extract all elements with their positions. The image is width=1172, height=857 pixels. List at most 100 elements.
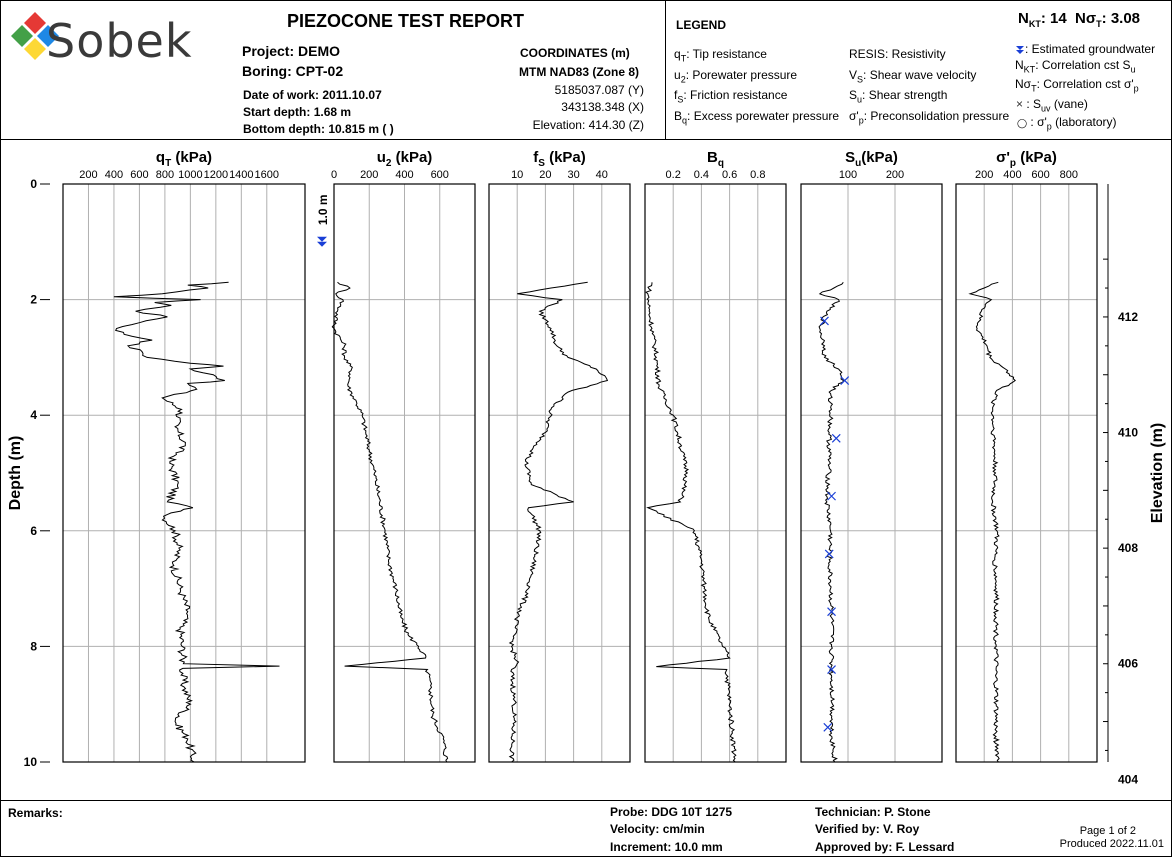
vane-marker	[827, 607, 836, 617]
page-number: Page 1 of 2	[1079, 825, 1136, 837]
profile-line-bq	[645, 282, 737, 763]
elevation-tick-label: 404	[1118, 772, 1138, 786]
vane-marker	[831, 433, 841, 443]
legend-u2-text: Porewater pressure	[692, 68, 798, 82]
panel-tick-label-qt: 800	[156, 169, 174, 181]
panel-tick-label-u2: 400	[395, 169, 413, 181]
boring-row: Boring: CPT-02	[242, 63, 343, 79]
logo-text: Sobek	[46, 14, 193, 68]
legend-fs: fS: Friction resistance	[674, 88, 788, 105]
bottom-depth-row: Bottom depth: 10.815 m ( )	[243, 122, 394, 136]
vane-marker	[827, 491, 836, 501]
groundwater-label: 1.0 m	[316, 194, 330, 225]
lab-marker-icon: ◯	[1017, 118, 1028, 128]
panel-frame-su	[800, 183, 943, 763]
panel-tick-label-u2: 0	[331, 169, 337, 181]
legend-vs-text: Shear wave velocity	[869, 68, 977, 82]
bottom-depth-label: Bottom depth:	[243, 122, 325, 136]
probe-info: Probe: DDG 10T 1275	[610, 805, 733, 819]
date-label: Date of work:	[243, 88, 320, 102]
panel-title-sp: σ'p (kPa)	[996, 149, 1057, 169]
depth-tick-label: 4	[30, 408, 37, 422]
start-depth-row: Start depth: 1.68 m	[243, 105, 351, 119]
panel-title-qt: qT (kPa)	[156, 149, 212, 169]
vane-marker	[823, 722, 833, 732]
coordinates-title: COORDINATES (m)	[520, 46, 630, 60]
panel-tick-label-qt: 1200	[204, 169, 228, 181]
legend-u2: u2: Porewater pressure	[674, 68, 798, 85]
depth-tick-label: 2	[30, 293, 37, 307]
logo-icon	[11, 12, 59, 60]
legend-sp-text: Preconsolidation pressure	[870, 109, 1010, 123]
start-depth-label: Start depth:	[243, 105, 311, 119]
panel-title-su: Su(kPa)	[845, 149, 898, 169]
coordinate-y: 5185037.087 (Y)	[554, 83, 644, 97]
legend-sp: σ'p: Preconsolidation pressure	[849, 109, 1010, 126]
coordinates-system: MTM NAD83 (Zone 8)	[519, 65, 639, 79]
legend-resis: RESIS: Resistivity	[849, 47, 946, 61]
legend-nkt: NKT: Correlation cst Su	[1015, 58, 1136, 75]
velocity-info: Velocity: cm/min	[610, 822, 705, 836]
legend-su-text: Shear strength	[868, 88, 948, 102]
header-frame	[0, 0, 1172, 140]
panel-frame-u2	[333, 183, 476, 763]
panel-tick-label-fs: 10	[511, 169, 523, 181]
profile-line-su	[818, 281, 844, 763]
legend-lab: ◯ : σ'p (laboratory)	[1017, 115, 1117, 132]
panel-title-u2: u2 (kPa)	[377, 149, 433, 169]
panel-tick-label-sp: 600	[1031, 169, 1049, 181]
panel-tick-label-fs: 20	[539, 169, 551, 181]
verified-info: Verified by: V. Roy	[815, 822, 920, 836]
vane-marker	[820, 316, 829, 326]
elevation-tick-label: 412	[1118, 310, 1138, 324]
legend-groundwater-text: : Estimated groundwater	[1025, 42, 1156, 56]
legend-qt: qT: Tip resistance	[674, 47, 767, 64]
depth-tick-label: 10	[24, 755, 38, 769]
panel-tick-label-su: 100	[839, 169, 857, 181]
elevation-tick-label: 408	[1118, 541, 1138, 555]
panel-tick-label-fs: 40	[596, 169, 608, 181]
nst-value: 3.08	[1110, 10, 1141, 27]
elevation-value: Elevation: 414.30 (Z)	[532, 118, 644, 132]
groundwater-marker	[317, 236, 327, 242]
panel-tick-label-sp: 200	[975, 169, 993, 181]
profile-line-qt	[113, 281, 280, 763]
profile-line-u2	[331, 281, 449, 763]
bottom-depth-value: 10.815 m ( )	[328, 122, 394, 136]
vane-marker	[827, 665, 836, 674]
panel-tick-label-su: 200	[886, 169, 904, 181]
panel-frame-sp	[955, 183, 1098, 763]
legend-bq: Bq: Excess porewater pressure	[674, 109, 840, 126]
increment-info: Increment: 10.0 mm	[610, 840, 723, 854]
depth-tick-label: 6	[30, 524, 37, 538]
panel-frame-qt	[62, 183, 306, 763]
elevation-tick-label: 406	[1118, 657, 1138, 671]
nkt-value: 14	[1050, 10, 1067, 27]
depth-tick-label: 0	[30, 177, 37, 191]
depth-axis-title: Depth (m)	[7, 436, 24, 511]
vane-marker	[840, 376, 850, 385]
date-value: 2011.10.07	[322, 88, 382, 102]
panel-tick-label-qt: 400	[105, 169, 123, 181]
panel-tick-label-qt: 1000	[178, 169, 202, 181]
vane-marker	[824, 549, 834, 559]
panel-tick-label-bq: 0.4	[694, 169, 709, 181]
panel-tick-label-bq: 0.2	[666, 169, 681, 181]
panel-tick-label-qt: 200	[79, 169, 97, 181]
panel-tick-label-sp: 800	[1060, 169, 1078, 181]
panel-tick-label-fs: 30	[567, 169, 579, 181]
legend-su: Su: Shear strength	[849, 88, 948, 105]
panel-tick-label-qt: 1600	[255, 169, 279, 181]
panel-title-fs: fS (kPa)	[533, 149, 586, 169]
legend-nst: NσT: Correlation cst σ'p	[1015, 77, 1139, 94]
panel-tick-label-u2: 600	[431, 169, 449, 181]
header-divider	[665, 0, 666, 140]
legend-bq-text: Excess porewater pressure	[693, 109, 840, 123]
legend-nkt-text: Correlation cst S	[1041, 58, 1131, 72]
depth-tick-label: 8	[30, 639, 37, 653]
technician-info: Technician: P. Stone	[815, 805, 931, 819]
panel-title-bq: Bq	[707, 149, 724, 169]
approved-info: Approved by: F. Lessard	[815, 840, 955, 854]
profile-line-fs	[508, 281, 609, 763]
boring-value: CPT-02	[295, 63, 344, 79]
